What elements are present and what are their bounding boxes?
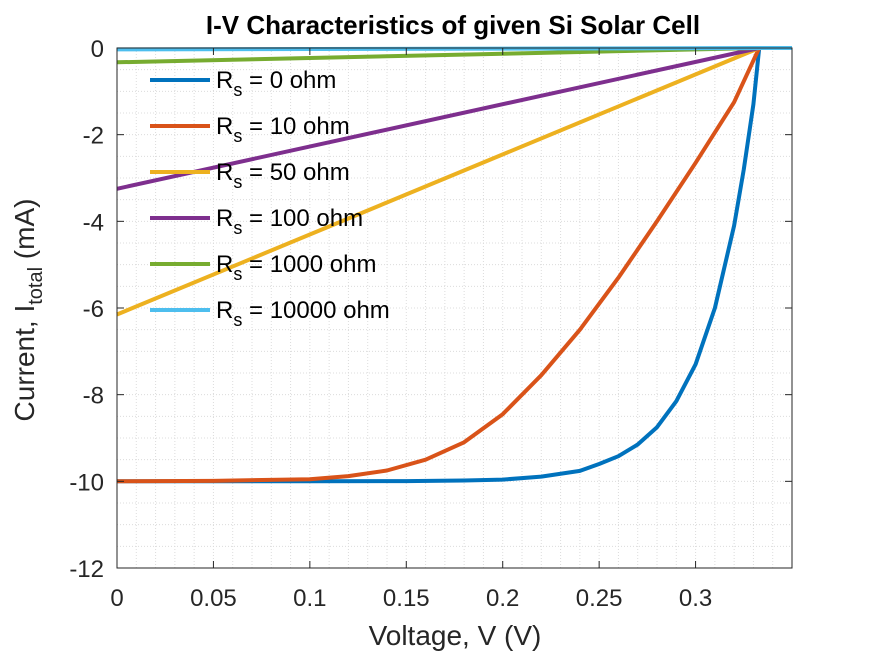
- legend-entry: Rs = 0 ohm: [216, 67, 336, 100]
- x-tick-label: 0.2: [486, 585, 519, 612]
- legend-entry-value: = 100 ohm: [242, 205, 363, 232]
- x-tick-label: 0.1: [293, 585, 326, 612]
- legend-entry-symbol: R: [216, 113, 233, 140]
- series-line: [116, 46, 760, 317]
- legend-entry-symbol: R: [216, 205, 233, 232]
- legend-entry-subscript: s: [233, 80, 242, 100]
- x-tick-label: 0: [110, 585, 123, 612]
- series-line: [116, 46, 760, 65]
- legend-entry-subscript: s: [233, 264, 242, 284]
- y-tick-label: -8: [83, 383, 104, 410]
- y-tick-label: -4: [83, 209, 104, 236]
- legend-entry-subscript: s: [233, 310, 242, 330]
- y-tick-label: -2: [83, 123, 104, 150]
- legend-entry-symbol: R: [216, 297, 233, 324]
- y-axis-label: Current, Itotal (mA): [9, 199, 47, 422]
- legend-entry-symbol: R: [216, 251, 233, 278]
- legend-entry-subscript: s: [233, 172, 242, 192]
- y-axis-label-sub: total: [25, 267, 47, 305]
- legend-entry-value: = 10 ohm: [242, 113, 349, 140]
- x-tick-label: 0.15: [383, 585, 430, 612]
- legend-entry-symbol: R: [216, 67, 233, 94]
- series-line: [117, 47, 762, 484]
- x-tick-label: 0.25: [576, 585, 623, 612]
- y-tick-label: -12: [69, 556, 104, 583]
- legend-entry: Rs = 10 ohm: [216, 113, 350, 146]
- x-axis-label: Voltage, V (V): [369, 620, 542, 651]
- legend-entry: Rs = 10000 ohm: [216, 297, 390, 330]
- legend-entry-value: = 50 ohm: [242, 159, 349, 186]
- y-tick-label: -6: [83, 296, 104, 323]
- legend-entry-value: = 1000 ohm: [242, 251, 376, 278]
- legend-entry-subscript: s: [233, 218, 242, 238]
- legend-entry-value: = 10000 ohm: [242, 297, 389, 324]
- legend-entry-subscript: s: [233, 126, 242, 146]
- y-tick-label: -10: [69, 469, 104, 496]
- legend-entry: Rs = 1000 ohm: [216, 251, 376, 284]
- x-tick-label: 0.3: [679, 585, 712, 612]
- y-axis-label-unit: (mA): [9, 199, 40, 267]
- legend-entry: Rs = 50 ohm: [216, 159, 350, 192]
- x-tick-label: 0.05: [190, 585, 237, 612]
- series-line: [116, 46, 760, 191]
- chart-title: I-V Characteristics of given Si Solar Ce…: [206, 10, 700, 40]
- legend-entry: Rs = 100 ohm: [216, 205, 363, 238]
- legend-entry-value: = 0 ohm: [242, 67, 336, 94]
- y-axis-label-main: Current, I: [9, 305, 40, 422]
- axis-ticks: 0 0.05 0.1 0.15 0.2 0.25 0.3 0 -2 -4 -6 -8 -10 -12: [69, 36, 792, 612]
- series-line: [116, 47, 762, 484]
- legend-entry-symbol: R: [216, 159, 233, 186]
- y-tick-label: 0: [91, 36, 104, 63]
